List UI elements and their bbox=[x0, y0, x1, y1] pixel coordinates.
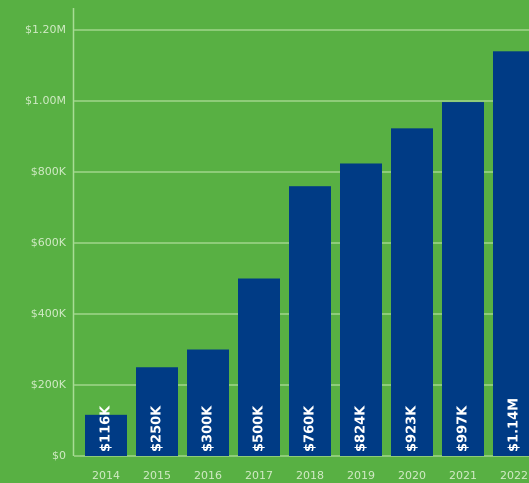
bar bbox=[391, 128, 433, 456]
value-label: $997K bbox=[456, 405, 471, 452]
y-tick-label: $400K bbox=[31, 307, 67, 320]
y-tick-label: $1.00M bbox=[25, 94, 66, 107]
y-tick-label: $800K bbox=[31, 165, 67, 178]
value-label: $116K bbox=[99, 405, 114, 452]
y-tick-label: $200K bbox=[31, 378, 67, 391]
x-tick-label: 2019 bbox=[347, 469, 375, 482]
x-tick-label: 2016 bbox=[194, 469, 222, 482]
x-tick-label: 2017 bbox=[245, 469, 273, 482]
value-label: $250K bbox=[150, 405, 165, 452]
value-label: $1.14M bbox=[507, 398, 522, 452]
x-tick-label: 2018 bbox=[296, 469, 324, 482]
bar bbox=[289, 186, 331, 456]
x-tick-label: 2020 bbox=[398, 469, 426, 482]
bar bbox=[136, 367, 178, 456]
value-label: $824K bbox=[354, 405, 369, 452]
value-label: $500K bbox=[252, 405, 267, 452]
bar bbox=[85, 414, 127, 456]
x-tick-label: 2022 bbox=[500, 469, 528, 482]
bar bbox=[238, 278, 280, 456]
x-tick-label: 2021 bbox=[449, 469, 477, 482]
value-label: $923K bbox=[405, 405, 420, 452]
value-label: $760K bbox=[303, 405, 318, 452]
value-label: $300K bbox=[201, 405, 216, 452]
bar bbox=[493, 51, 529, 457]
x-tick-label: 2014 bbox=[92, 469, 120, 482]
bar bbox=[340, 163, 382, 457]
y-tick-label: $600K bbox=[31, 236, 67, 249]
bar bbox=[187, 349, 229, 456]
y-tick-label: $0 bbox=[52, 449, 66, 462]
x-tick-label: 2015 bbox=[143, 469, 171, 482]
y-tick-label: $1.20M bbox=[25, 23, 66, 36]
bar bbox=[442, 102, 484, 456]
